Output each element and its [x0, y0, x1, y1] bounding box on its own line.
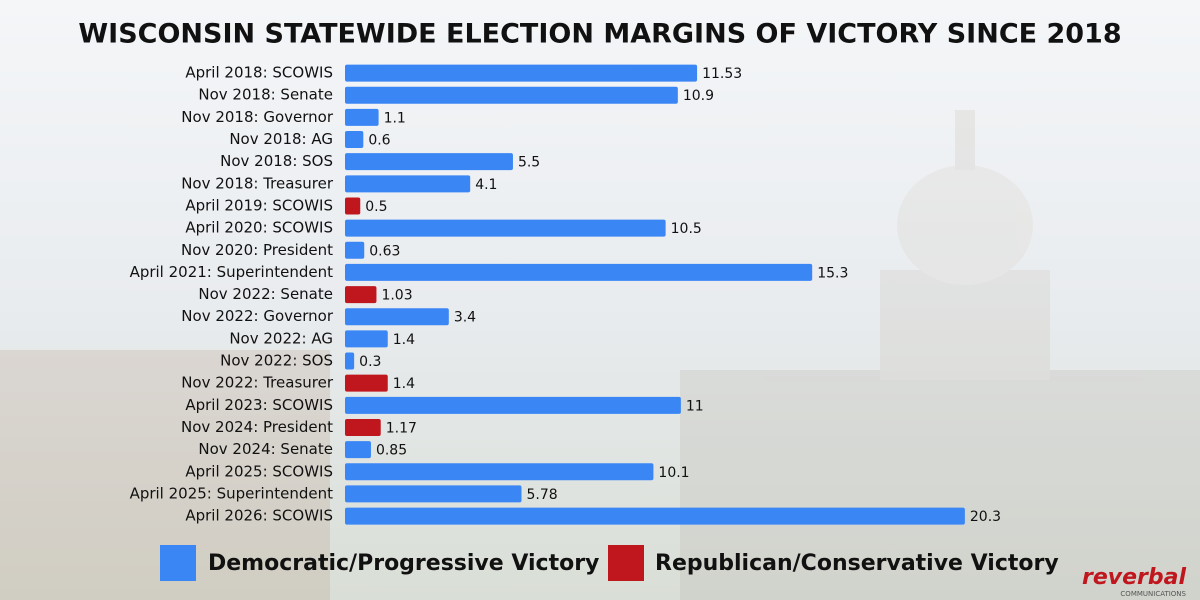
y-tick-label: April 2021: Superintendent [130, 263, 334, 281]
logo: reverbal [1082, 565, 1186, 590]
value-label: 5.5 [518, 155, 540, 171]
y-tick-label: April 2019: SCOWIS [185, 196, 333, 214]
value-label: 0.5 [365, 199, 387, 215]
value-label: 10.9 [683, 88, 714, 104]
value-label: 0.85 [376, 443, 407, 459]
bar [345, 352, 355, 370]
bar [345, 219, 666, 237]
y-tick-label: Nov 2018: Governor [181, 108, 334, 126]
bar [345, 108, 379, 126]
y-tick-label: April 2026: SCOWIS [185, 507, 333, 525]
y-tick-label: April 2023: SCOWIS [185, 396, 333, 414]
y-tick-label: Nov 2018: Treasurer [181, 174, 334, 192]
y-tick-label: Nov 2018: Senate [198, 86, 333, 104]
value-label: 0.6 [368, 133, 390, 149]
y-tick-label: April 2018: SCOWIS [185, 64, 333, 82]
chart-title: WISCONSIN STATEWIDE ELECTION MARGINS OF … [78, 19, 1121, 50]
bar [345, 197, 361, 215]
y-tick-label: Nov 2022: Governor [181, 307, 334, 325]
legend-swatch [160, 545, 196, 581]
value-label: 4.1 [475, 177, 497, 193]
value-label: 5.78 [526, 487, 557, 503]
bar [345, 308, 449, 326]
value-label: 0.3 [359, 354, 381, 370]
value-label: 15.3 [817, 265, 848, 281]
y-tick-label: April 2025: Superintendent [130, 484, 334, 502]
legend: Democratic/Progressive Victory Republica… [160, 545, 1059, 581]
bar [345, 153, 513, 171]
bar [345, 64, 698, 82]
legend-label: Democratic/Progressive Victory [208, 551, 599, 576]
bar [345, 263, 813, 281]
value-label: 1.4 [393, 332, 415, 348]
y-tick-label: Nov 2018: AG [229, 130, 333, 148]
bar [345, 485, 522, 503]
value-label: 3.4 [454, 310, 476, 326]
bar [345, 441, 371, 459]
y-tick-label: Nov 2022: SOS [220, 352, 333, 370]
legend-swatch [608, 545, 644, 581]
y-tick-label: Nov 2020: President [181, 241, 333, 259]
y-tick-label: Nov 2022: Senate [198, 285, 333, 303]
value-label: 10.1 [658, 465, 689, 481]
value-label: 1.17 [386, 420, 417, 436]
y-tick-label: Nov 2022: Treasurer [181, 374, 334, 392]
logo-subtitle: COMMUNICATIONS [1120, 590, 1186, 598]
bar [345, 86, 678, 104]
y-tick-label: Nov 2024: Senate [198, 440, 333, 458]
value-label: 0.63 [369, 243, 400, 259]
y-tick-label: April 2025: SCOWIS [185, 462, 333, 480]
y-tick-label: Nov 2018: SOS [220, 152, 333, 170]
bar [345, 396, 681, 414]
bar [345, 463, 654, 481]
value-label: 10.5 [671, 221, 702, 237]
bar [345, 330, 388, 348]
y-tick-label: April 2020: SCOWIS [185, 219, 333, 237]
y-tick-label: Nov 2024: President [181, 418, 333, 436]
value-label: 1.4 [393, 376, 415, 392]
y-tick-label: Nov 2022: AG [229, 329, 333, 347]
bar [345, 175, 471, 193]
value-label: 11.53 [702, 66, 742, 82]
bar [345, 286, 377, 304]
bar [345, 131, 364, 149]
value-label: 1.03 [381, 288, 412, 304]
value-label: 1.1 [384, 110, 406, 126]
legend-label: Republican/Conservative Victory [655, 551, 1059, 576]
bar [345, 507, 965, 525]
value-label: 20.3 [970, 509, 1001, 525]
capitol-silhouette [0, 110, 1200, 600]
bar [345, 374, 388, 392]
bar [345, 418, 381, 436]
value-label: 11 [686, 398, 704, 414]
bar [345, 241, 365, 259]
